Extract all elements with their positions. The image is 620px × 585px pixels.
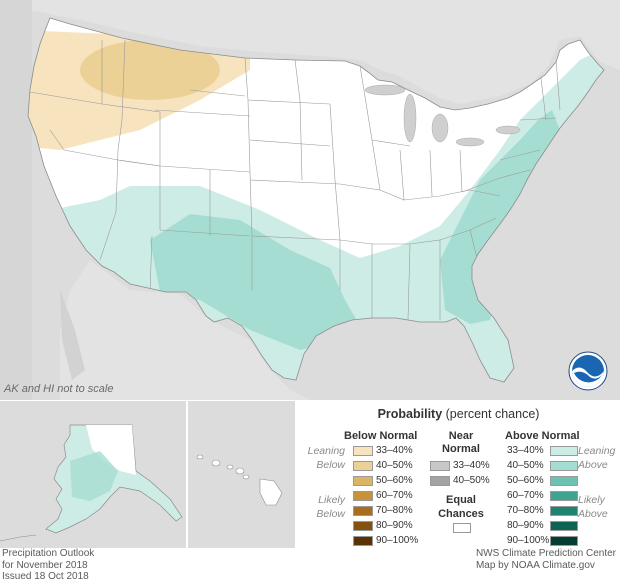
legend-below-item: 90–100%: [353, 535, 418, 547]
swatch-above-4: [550, 505, 578, 516]
legend-below-item: 40–50%: [353, 460, 413, 472]
outlook-title: Precipitation Outlook: [2, 548, 95, 559]
alaska-inset: [0, 401, 186, 548]
legend-near-item: 33–40%: [430, 460, 490, 472]
noaa-logo: [568, 351, 608, 391]
legend-below-item: 70–80%: [353, 505, 413, 517]
swatch-above-3: [550, 490, 578, 501]
equal-chances-header: Equal Chances: [438, 494, 484, 520]
legend-above-item: 33–40%: [507, 445, 578, 457]
swatch-below-2: [353, 475, 373, 486]
outlook-caption: Precipitation Outlook for November 2018 …: [2, 548, 94, 583]
legend-below-item: 33–40%: [353, 445, 413, 457]
conus-map-graphic: [27, 17, 605, 383]
legend-above-item: 80–90%: [507, 520, 578, 532]
scale-note: AK and HI not to scale: [4, 383, 114, 395]
below-normal-header: Below Normal: [344, 430, 418, 442]
likely-above-label: Likely Above: [578, 494, 608, 520]
swatch-below-3: [353, 490, 373, 501]
legend-below-item: 80–90%: [353, 520, 413, 532]
legend-above-item: 40–50%: [507, 460, 578, 472]
legend-title: Probability (percent chance): [377, 407, 540, 421]
likely-below-label: Likely Below: [316, 494, 345, 520]
swatch-below-0: [353, 445, 373, 456]
legend-above-item: 60–70%: [507, 490, 578, 502]
credit-climate-gov: Map by NOAA Climate.gov: [475, 559, 595, 571]
near-normal-header: Near Normal: [442, 430, 480, 455]
outlook-issued-date: Issued 18 Oct 2018: [2, 571, 89, 582]
above-normal-header: Above Normal: [505, 430, 580, 442]
hawaii-inset: [188, 401, 295, 548]
leaning-above-label: Leaning Above: [578, 445, 616, 471]
swatch-below-5: [353, 520, 373, 531]
swatch-below-6: [353, 535, 373, 546]
credits: NWS Climate Prediction Center Map by NOA…: [476, 548, 616, 571]
probability-legend: Probability (percent chance) Below Norma…: [297, 401, 620, 548]
leaning-below-label: Leaning Below: [307, 445, 345, 471]
legend-below-item: 60–70%: [353, 490, 413, 502]
swatch-above-6: [550, 535, 578, 546]
swatch-above-5: [550, 520, 578, 531]
legend-above-item: 90–100%: [507, 535, 578, 547]
swatch-below-4: [353, 505, 373, 516]
credit-cpc: NWS Climate Prediction Center: [475, 548, 616, 559]
legend-below-item: 50–60%: [353, 475, 413, 487]
swatch-above-1: [550, 460, 578, 471]
swatch-near-1: [430, 475, 450, 486]
swatch-below-1: [353, 460, 373, 471]
conus-map: AK and HI not to scale: [0, 0, 620, 400]
swatch-above-0: [550, 445, 578, 456]
outlook-period: for November 2018: [2, 559, 88, 571]
legend-near-item: 40–50%: [430, 475, 490, 487]
swatch-near-0: [430, 460, 450, 471]
swatch-equal-chances: [453, 523, 471, 533]
legend-above-item: 70–80%: [507, 505, 578, 517]
legend-above-item: 50–60%: [507, 475, 578, 487]
swatch-above-2: [550, 475, 578, 486]
